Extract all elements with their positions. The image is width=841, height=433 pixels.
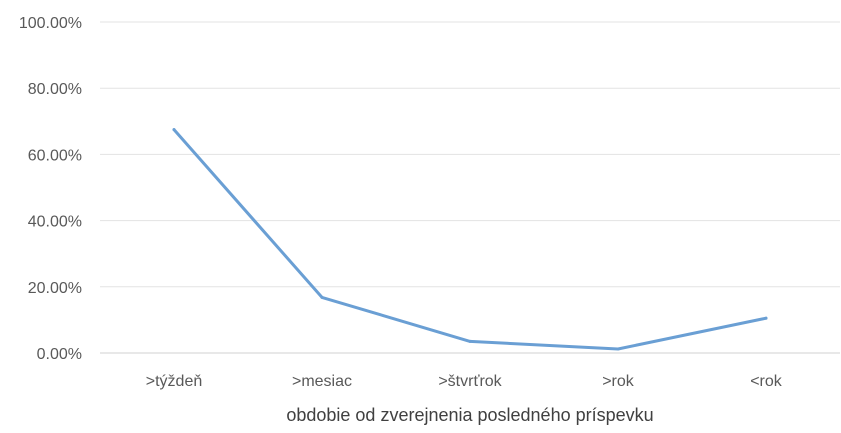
y-tick-label: 20.00% xyxy=(28,280,82,297)
data-point xyxy=(172,128,176,132)
x-axis-ticks: >týždeň >mesiac >štvrťrok >rok <rok xyxy=(146,373,783,390)
x-tick-label: >mesiac xyxy=(292,373,352,390)
x-tick-label: <rok xyxy=(750,373,783,390)
x-axis-title: obdobie od zverejnenia posledného príspe… xyxy=(286,405,653,425)
series-line xyxy=(172,128,768,351)
y-tick-label: 100.00% xyxy=(19,15,82,32)
y-tick-label: 40.00% xyxy=(28,214,82,231)
data-point xyxy=(468,339,472,343)
y-tick-label: 80.00% xyxy=(28,81,82,98)
x-tick-label: >týždeň xyxy=(146,373,202,390)
x-tick-label: >štvrťrok xyxy=(438,373,502,390)
y-tick-label: 0.00% xyxy=(37,346,82,363)
gridlines xyxy=(100,21,840,354)
data-point xyxy=(320,295,324,299)
y-tick-label: 60.00% xyxy=(28,147,82,164)
series-lines xyxy=(172,128,768,351)
y-axis-ticks: 0.00% 20.00% 40.00% 60.00% 80.00% 100.00% xyxy=(19,15,82,363)
data-point xyxy=(616,347,620,351)
x-tick-label: >rok xyxy=(602,373,635,390)
data-point xyxy=(764,316,768,320)
